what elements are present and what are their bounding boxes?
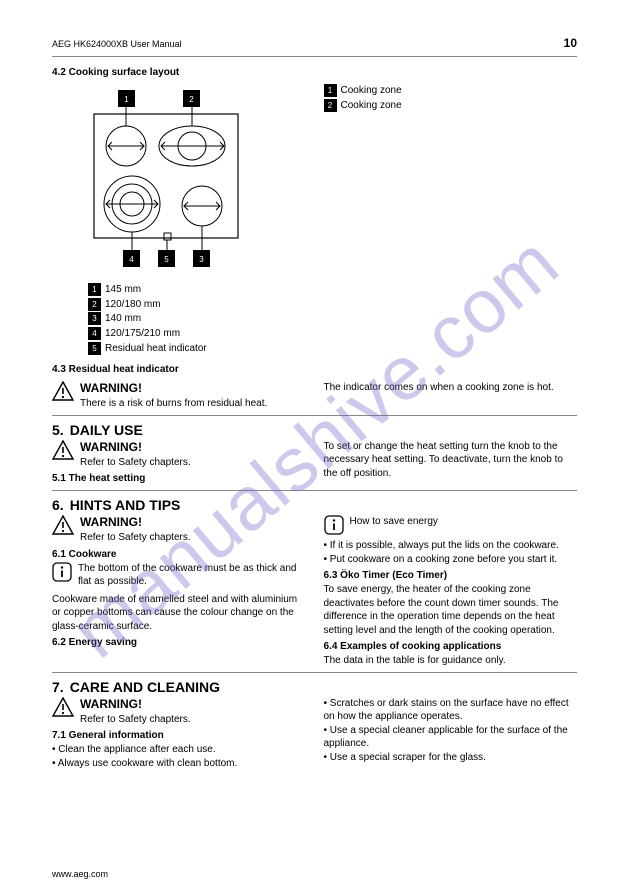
hob-diagram: 1 2 4 5 3 1 145 mm 2 120/180 mm	[76, 90, 306, 356]
sec-4-3-warn-body: There is a risk of burns from residual h…	[80, 397, 306, 411]
hob-svg: 1 2 4 5 3	[76, 90, 256, 276]
sec-6-2-li2: • Put cookware on a cooking zone before …	[324, 553, 578, 567]
zone-label-5: 5	[88, 342, 101, 355]
zone-dim-4: 120/175/210 mm	[105, 328, 180, 339]
hob-diagram-col: 1 2 4 5 3 1 145 mm 2 120/180 mm	[52, 84, 306, 358]
zone-label-4: 4	[88, 327, 101, 340]
sec-4-3-text: The indicator comes on when a cooking zo…	[324, 381, 578, 395]
sec-6-head: 6. HINTS AND TIPS	[52, 497, 577, 513]
legend-2-n: 2	[324, 99, 337, 112]
zone-dims: 1 145 mm 2 120/180 mm 3 140 mm 4 120/175/210…	[88, 283, 306, 356]
sec-6-body: WARNING! Refer to Safety chapters. 6.1 C…	[52, 515, 577, 668]
sec-5-title: DAILY USE	[70, 422, 143, 438]
rule-5	[52, 415, 577, 416]
zone-label-1: 1	[88, 283, 101, 296]
sec-6-4-title: 6.4 Examples of cooking applications	[324, 641, 578, 652]
svg-text:1: 1	[124, 95, 129, 104]
legend-2-t: Cooking zone	[341, 100, 402, 111]
svg-text:4: 4	[129, 255, 134, 264]
sec-4-3-title: 4.3 Residual heat indicator	[52, 364, 577, 375]
sec-7-1-li5: • Use a special scraper for the glass.	[324, 751, 578, 765]
sec-4-3-body: WARNING! There is a risk of burns from r…	[52, 381, 577, 411]
sec-6-2-li1: • If it is possible, always put the lids…	[324, 539, 578, 553]
sec-6-title: HINTS AND TIPS	[70, 497, 181, 513]
sec-6-1-title: 6.1 Cookware	[52, 549, 306, 560]
zone-label-3: 3	[88, 312, 101, 325]
sec-7-1-li3: • Scratches or dark stains on the surfac…	[324, 697, 578, 724]
rule-6	[52, 490, 577, 491]
sec-4-2-body: 1 2 4 5 3 1 145 mm 2 120/180 mm	[52, 84, 577, 358]
footer-url: www.aeg.com	[52, 869, 108, 879]
zone-legend: 1 Cooking zone 2 Cooking zone	[324, 84, 578, 358]
breadcrumb: AEG HK624000XB User Manual	[52, 39, 182, 49]
sec-6-3-title: 6.3 Öko Timer (Eco Timer)	[324, 570, 578, 581]
sec-7-1-title: 7.1 General information	[52, 730, 306, 741]
zone-dim-3: 140 mm	[105, 313, 141, 324]
sec-7-num: 7.	[52, 679, 64, 695]
info-icon	[52, 562, 72, 582]
sec-4-2-title: 4.2 Cooking surface layout	[52, 67, 577, 78]
sec-5-body: WARNING! Refer to Safety chapters. 5.1 T…	[52, 440, 577, 487]
warning-label: WARNING!	[80, 381, 306, 395]
svg-text:3: 3	[199, 255, 204, 264]
sec-7-warn-body: Refer to Safety chapters.	[80, 713, 306, 727]
header-rule	[52, 56, 577, 57]
sec-6-1-body: Cookware made of enamelled steel and wit…	[52, 593, 306, 634]
sec-7-1-li2: • Always use cookware with clean bottom.	[52, 757, 306, 771]
warning-label: WARNING!	[80, 515, 306, 529]
sec-7-head: 7. CARE AND CLEANING	[52, 679, 577, 695]
legend-1-n: 1	[324, 84, 337, 97]
sec-6-2-info: How to save energy	[350, 515, 578, 529]
rule-7	[52, 672, 577, 673]
sec-6-warn-body: Refer to Safety chapters.	[80, 531, 306, 545]
sec-5-num: 5.	[52, 422, 64, 438]
sec-6-2-title: 6.2 Energy saving	[52, 637, 306, 648]
sec-5-head: 5. DAILY USE	[52, 422, 577, 438]
svg-text:2: 2	[189, 95, 194, 104]
warning-icon	[52, 697, 74, 717]
sec-7-title: CARE AND CLEANING	[70, 679, 220, 695]
page-number: 10	[564, 36, 577, 50]
warning-icon	[52, 381, 74, 401]
sec-7-body: WARNING! Refer to Safety chapters. 7.1 G…	[52, 697, 577, 771]
warning-label: WARNING!	[80, 697, 306, 711]
zone-label-2: 2	[88, 298, 101, 311]
zone-dim-1: 145 mm	[105, 284, 141, 295]
sec-6-4-body: The data in the table is for guidance on…	[324, 654, 578, 668]
warning-label: WARNING!	[80, 440, 306, 454]
sec-5-warn-body: Refer to Safety chapters.	[80, 456, 306, 470]
zone-dim-2: 120/180 mm	[105, 299, 161, 310]
sec-6-3-body: To save energy, the heater of the cookin…	[324, 583, 578, 637]
sec-5-1-body: To set or change the heat setting turn t…	[324, 440, 578, 481]
svg-text:5: 5	[164, 255, 169, 264]
page-content: AEG HK624000XB User Manual 10 4.2 Cookin…	[0, 0, 629, 790]
warning-icon	[52, 440, 74, 460]
sec-6-num: 6.	[52, 497, 64, 513]
zone-label-5-text: Residual heat indicator	[105, 343, 207, 354]
sec-7-1-li1: • Clean the appliance after each use.	[52, 743, 306, 757]
sec-6-1-info: The bottom of the cookware must be as th…	[78, 562, 306, 589]
warning-icon	[52, 515, 74, 535]
sec-5-1-title: 5.1 The heat setting	[52, 473, 306, 484]
sec-7-1-li4: • Use a special cleaner applicable for t…	[324, 724, 578, 751]
page-header: AEG HK624000XB User Manual 10	[52, 36, 577, 50]
legend-1-t: Cooking zone	[341, 85, 402, 96]
info-icon	[324, 515, 344, 535]
